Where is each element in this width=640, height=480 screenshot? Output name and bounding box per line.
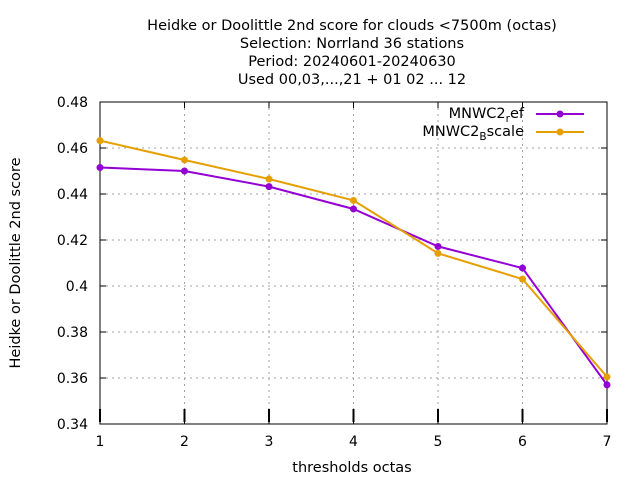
series xyxy=(96,137,611,389)
title-line-2: Selection: Norrland 36 stations xyxy=(240,36,464,52)
title-line-3: Period: 20240601-20240630 xyxy=(248,54,456,70)
series-2-point xyxy=(96,137,104,145)
y-tick-label: 0.48 xyxy=(57,95,88,111)
grid xyxy=(100,102,607,424)
title-line-1: Heidke or Doolittle 2nd score for clouds… xyxy=(147,18,557,34)
legend-marker-2 xyxy=(556,128,564,136)
series-2-point xyxy=(434,249,442,257)
y-tick-label: 0.4 xyxy=(66,279,88,295)
series-1-point xyxy=(181,167,188,175)
x-tick-label: 5 xyxy=(434,434,443,450)
y-tick-label: 0.34 xyxy=(57,417,88,433)
series-1-point xyxy=(434,242,442,250)
x-tick-label: 7 xyxy=(603,434,612,450)
legend-entry-1: MNWC2ref xyxy=(449,106,584,125)
x-tick-label: 3 xyxy=(265,434,274,450)
legend-entry-2: MNWC2Bscale xyxy=(422,124,584,143)
tick-labels: 0.34 0.36 0.38 0.4 0.42 0.44 0.46 0.48 1 2 3 4 5 6 7 xyxy=(57,95,612,450)
series-1-point xyxy=(519,264,526,272)
y-tick-label: 0.44 xyxy=(57,187,88,203)
series-2-point xyxy=(350,196,357,204)
x-tick-label: 6 xyxy=(518,434,527,450)
axis-ticks xyxy=(99,101,608,425)
y-tick-label: 0.42 xyxy=(57,233,88,249)
legend: MNWC2ref MNWC2Bscale xyxy=(422,106,584,143)
chart-title: Heidke or Doolittle 2nd score for clouds… xyxy=(147,18,557,88)
series-2-point xyxy=(265,175,273,183)
title-line-4: Used 00,03,...,21 + 01 02 ... 12 xyxy=(238,72,466,88)
series-1-point xyxy=(603,381,611,389)
series-2-point xyxy=(181,156,188,164)
x-tick-label: 1 xyxy=(96,434,105,450)
y-axis-label: Heidke or Doolittle 2nd score xyxy=(8,157,24,368)
x-axis-label: thresholds octas xyxy=(292,460,411,476)
series-1-point xyxy=(265,183,273,191)
series-2-point xyxy=(603,373,611,381)
y-tick-label: 0.46 xyxy=(57,141,88,157)
y-tick-label: 0.38 xyxy=(57,325,88,341)
x-tick-label: 4 xyxy=(349,434,358,450)
x-tick-label: 2 xyxy=(180,434,189,450)
legend-label-1: MNWC2ref xyxy=(449,106,525,125)
series-2-point xyxy=(519,275,526,283)
series-1-point xyxy=(350,205,357,213)
legend-label-2: MNWC2Bscale xyxy=(422,124,524,143)
series-1-point xyxy=(96,164,104,172)
legend-marker-1 xyxy=(556,110,564,118)
y-tick-label: 0.36 xyxy=(57,371,88,387)
